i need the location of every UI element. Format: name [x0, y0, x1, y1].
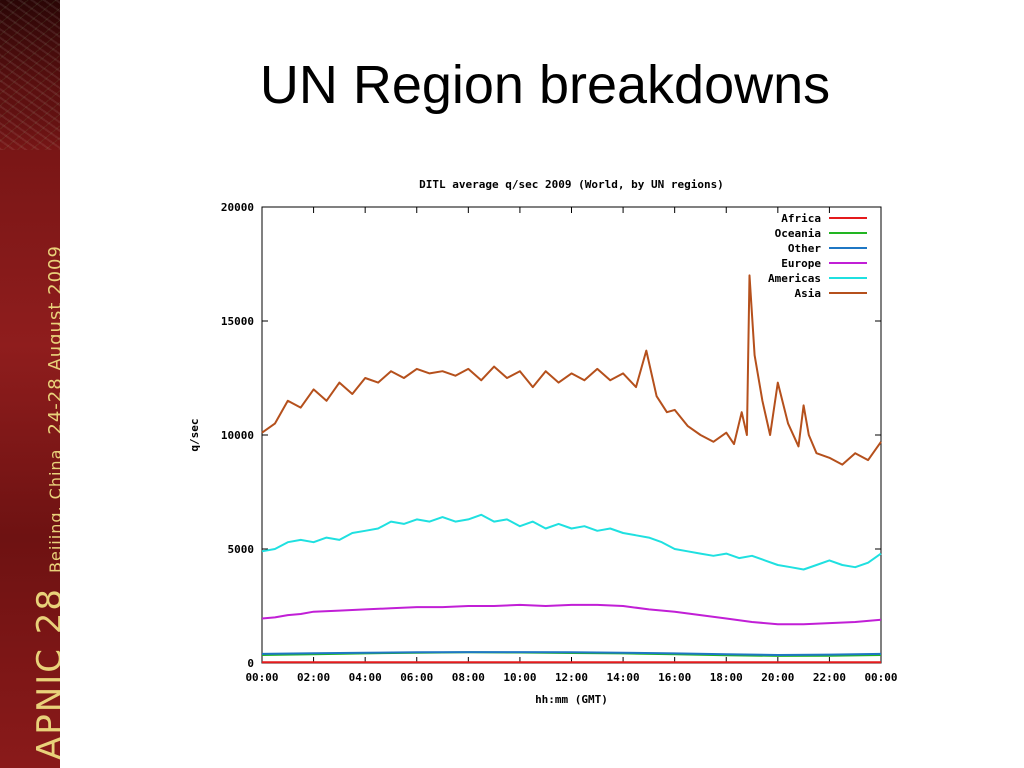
sidebar-brand: APNIC 28	[30, 586, 60, 760]
x-tick-label: 20:00	[761, 671, 794, 684]
x-tick-label: 00:00	[864, 671, 897, 684]
legend-label-europe: Europe	[781, 257, 821, 270]
x-tick-label: 18:00	[710, 671, 743, 684]
legend-label-asia: Asia	[795, 287, 822, 300]
x-tick-label: 08:00	[452, 671, 485, 684]
sidebar-banner: APNIC 28 Beijing, China 24-28 August 200…	[0, 0, 60, 768]
slide-title: UN Region breakdowns	[259, 55, 831, 115]
y-axis-label: q/sec	[188, 418, 201, 451]
sidebar-dates: 24-28 August 2009	[45, 245, 60, 435]
series-line-asia	[261, 274, 882, 466]
sidebar-location: Beijing, China	[46, 448, 60, 573]
y-tick-label: 20000	[221, 201, 254, 214]
series-line-europe	[261, 603, 882, 626]
x-tick-label: 04:00	[349, 671, 382, 684]
legend-label-oceania: Oceania	[775, 227, 821, 240]
series-line-other	[261, 651, 882, 656]
x-tick-label: 06:00	[400, 671, 433, 684]
x-tick-label: 00:00	[245, 671, 278, 684]
x-tick-label: 22:00	[813, 671, 846, 684]
x-tick-label: 02:00	[297, 671, 330, 684]
sidebar-text: APNIC 28 Beijing, China 24-28 August 200…	[30, 245, 60, 760]
x-tick-label: 16:00	[658, 671, 691, 684]
legend-label-africa: Africa	[781, 212, 821, 225]
y-tick-label: 5000	[228, 543, 255, 556]
y-tick-label: 15000	[221, 315, 254, 328]
legend-label-other: Other	[788, 242, 821, 255]
y-tick-label: 10000	[221, 429, 254, 442]
x-tick-label: 14:00	[607, 671, 640, 684]
x-tick-label: 10:00	[503, 671, 536, 684]
chart-title: DITL average q/sec 2009 (World, by UN re…	[419, 178, 724, 191]
line-chart: DITL average q/sec 2009 (World, by UN re…	[188, 178, 898, 706]
x-axis-label: hh:mm (GMT)	[535, 693, 608, 706]
y-tick-label: 0	[247, 657, 254, 670]
series-line-americas	[261, 513, 882, 571]
sidebar-texture	[0, 0, 60, 150]
x-tick-label: 12:00	[555, 671, 588, 684]
legend-label-americas: Americas	[768, 272, 821, 285]
